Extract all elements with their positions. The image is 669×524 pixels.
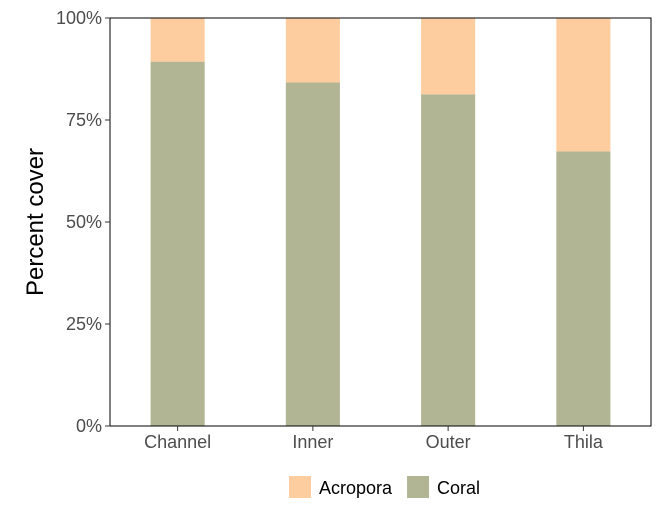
x-tick-label: Thila	[564, 432, 604, 452]
bar-acropora-thila	[556, 18, 611, 152]
x-tick-label: Outer	[426, 432, 471, 452]
y-axis-title: Percent cover	[22, 148, 49, 296]
bar-acropora-inner	[285, 18, 340, 83]
y-axis: 0% 25% 50% 75% 100%	[56, 8, 110, 436]
y-tick-label: 100%	[56, 8, 102, 28]
x-tick-label: Inner	[292, 432, 333, 452]
legend-label-acropora: Acropora	[319, 478, 393, 498]
y-tick-label: 75%	[66, 110, 102, 130]
bar-coral-thila	[556, 151, 611, 427]
x-tick-label: Channel	[144, 432, 211, 452]
legend-key-coral	[407, 476, 430, 498]
legend: Acropora Coral	[289, 476, 480, 498]
bar-coral-outer	[421, 94, 476, 427]
bar-acropora-outer	[421, 18, 476, 95]
bar-coral-channel	[150, 61, 205, 426]
y-tick-label: 50%	[66, 212, 102, 232]
bar-acropora-channel	[150, 18, 205, 62]
legend-label-coral: Coral	[437, 478, 480, 498]
y-tick-label: 25%	[66, 314, 102, 334]
bars-layer	[150, 18, 611, 427]
x-axis: Channel Inner Outer Thila	[144, 426, 604, 452]
legend-key-acropora	[289, 476, 311, 498]
y-tick-label: 0%	[76, 416, 102, 436]
bar-coral-inner	[285, 82, 340, 427]
